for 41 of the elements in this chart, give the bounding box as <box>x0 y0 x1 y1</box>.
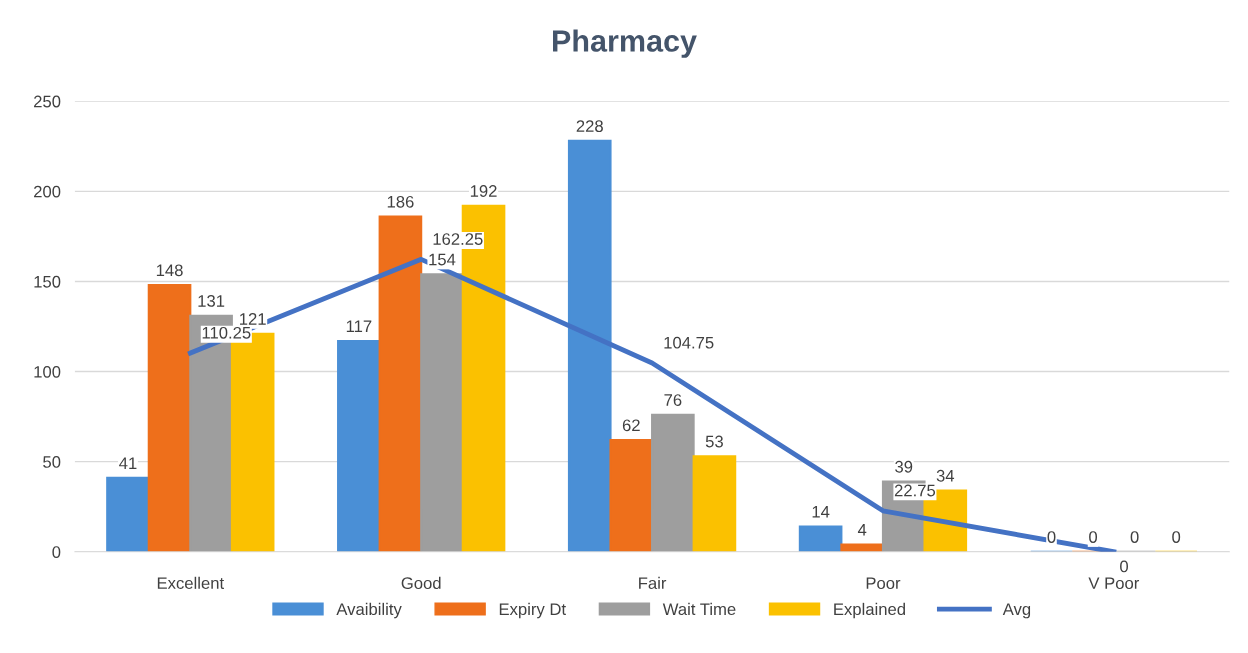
data-label: 53 <box>705 435 723 448</box>
data-label: 192 <box>470 185 497 197</box>
y-tick-label: 100 <box>34 365 61 378</box>
data-label: 162.25 <box>433 233 483 245</box>
data-label: 4 <box>857 524 867 536</box>
legend-label: Explained <box>834 602 905 619</box>
x-tick-label: V Poor <box>1088 577 1140 590</box>
data-label: 0 <box>1089 531 1098 543</box>
data-label: 148 <box>156 264 183 277</box>
y-tick-label: 150 <box>34 275 61 288</box>
data-label: 76 <box>664 394 682 406</box>
legend-label: Expiry Dt <box>499 602 566 619</box>
y-tick-label: 200 <box>34 185 61 198</box>
data-label: 121 <box>240 313 266 325</box>
data-label: 131 <box>198 295 225 307</box>
data-label: 34 <box>936 469 955 482</box>
data-label: 14 <box>812 506 830 518</box>
data-label: 0 <box>1130 531 1139 543</box>
x-tick-label: Poor <box>866 577 901 590</box>
x-tick-label: Fair <box>639 576 667 590</box>
legend-label: Avaibility <box>336 602 402 619</box>
data-label: 104.75 <box>664 336 714 349</box>
data-label: 110.25 <box>202 326 251 339</box>
legend-label: Wait Time <box>662 602 736 616</box>
data-label: 0 <box>1120 560 1129 573</box>
y-tick-label: 0 <box>52 546 61 558</box>
data-label: 22.75 <box>894 484 936 497</box>
x-tick-label: Good <box>401 576 441 590</box>
data-label: 117 <box>346 320 372 332</box>
legend-label: Avg <box>1002 603 1031 619</box>
chart-title: Pharmacy <box>553 29 697 58</box>
data-label: 186 <box>387 195 414 208</box>
y-tick-label: 250 <box>34 95 61 108</box>
data-label: 62 <box>622 419 640 432</box>
data-label: 39 <box>895 460 913 473</box>
x-tick-label: Excellent <box>157 576 225 590</box>
y-tick-label: 50 <box>43 456 61 468</box>
data-label: 41 <box>119 457 137 469</box>
data-label: 228 <box>576 120 603 133</box>
data-label: 0 <box>1172 531 1181 543</box>
data-label: 0 <box>1047 531 1056 543</box>
